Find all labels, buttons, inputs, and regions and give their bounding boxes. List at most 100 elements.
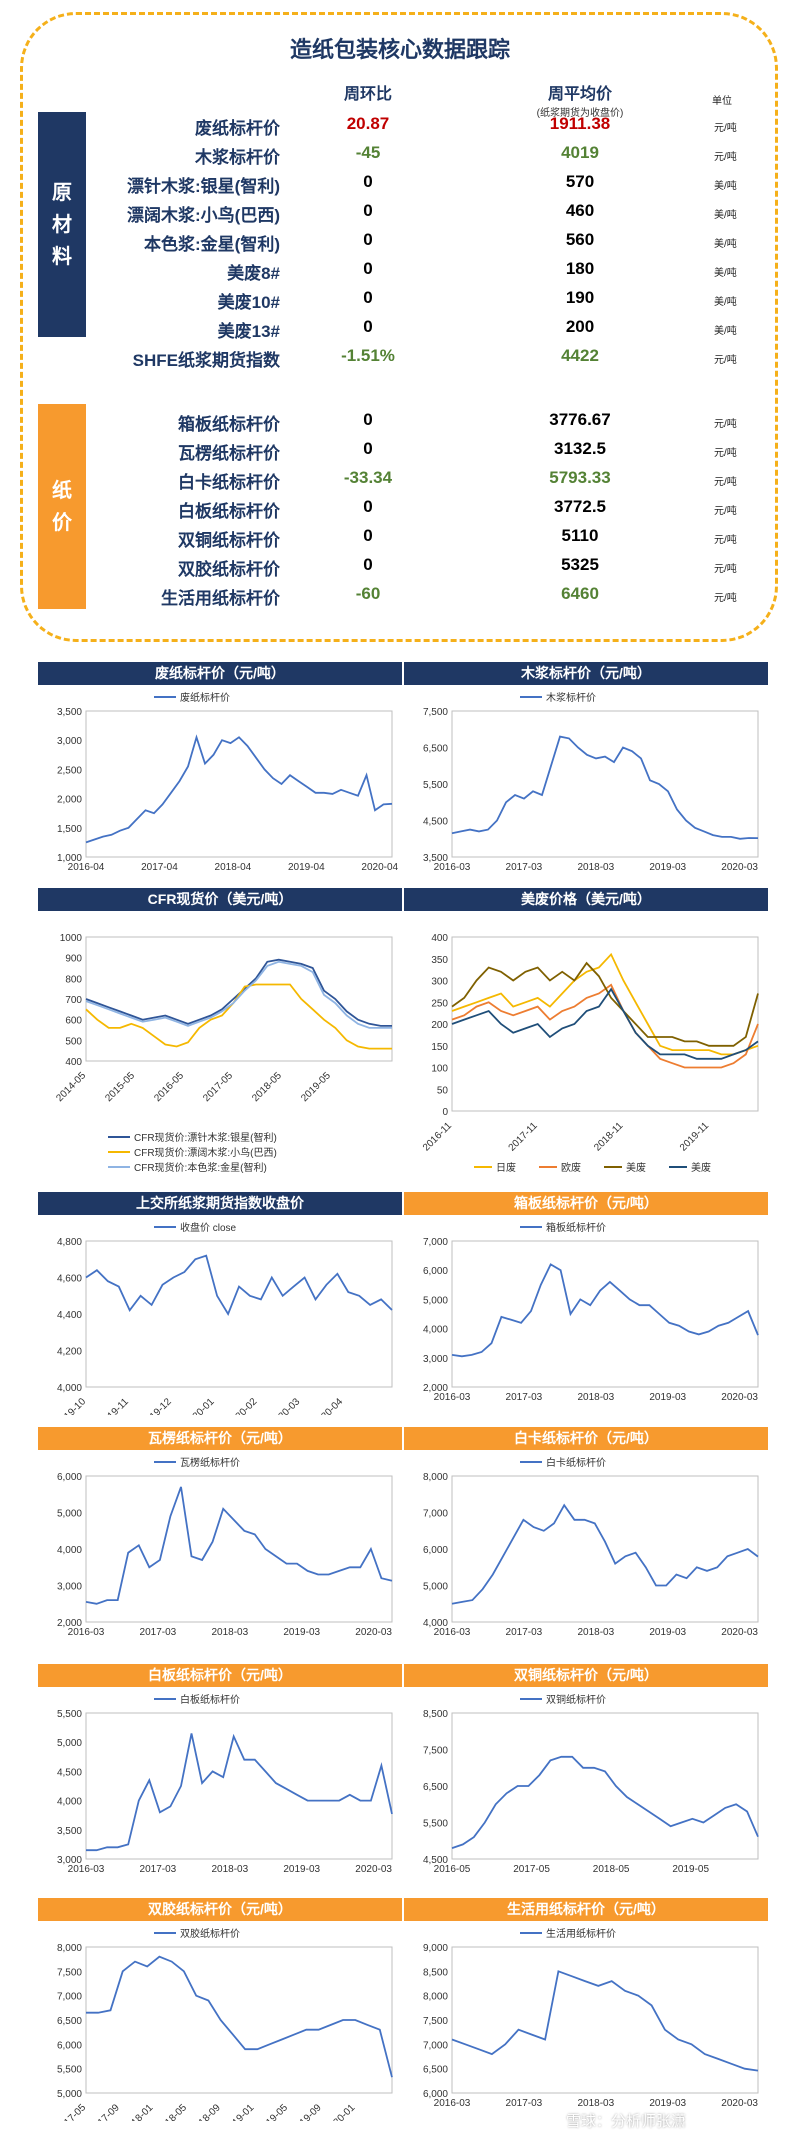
chart-title: CFR现货价（美元/吨）	[38, 888, 402, 911]
y-tick-label: 4,500	[423, 817, 448, 828]
legend-label: 双胶纸标杆价	[180, 1927, 240, 1940]
row-unit: 美/吨	[714, 239, 737, 250]
x-tick-label: 2016-03	[434, 1392, 471, 1403]
chart-svg: 4,000 5,000 6,000 7,000 8,000 2016-03 2017-03 2…	[423, 1456, 759, 1638]
y-tick-label: 500	[65, 1036, 82, 1047]
y-tick-label: 7,500	[423, 1746, 448, 1757]
y-tick-label: 6,000	[423, 1545, 448, 1556]
row-name: SHFE纸浆期货指数	[132, 351, 280, 370]
x-tick-label: 2018-01	[122, 2102, 156, 2121]
x-tick-label: 2018-05	[250, 1070, 284, 1104]
table-row: 废纸标杆价 20.87 1911.38 元/吨	[0, 110, 800, 139]
raw-material-text: 原材料	[52, 181, 72, 268]
row-name: 木浆标杆价	[195, 148, 280, 167]
x-tick-label: 2019-03	[649, 2098, 686, 2109]
chart-panel: 上交所纸浆期货指数收盘价 4,000 4,200 4,400 4,600 4,800 201…	[38, 1192, 402, 1415]
chart-svg: 3,000 3,500 4,000 4,500 5,000 5,500 2016-03 201…	[57, 1693, 393, 1875]
row-unit: 美/吨	[714, 210, 737, 221]
chart-svg: 1,000 1,500 2,000 2,500 3,000 3,500 2016-04 201…	[57, 691, 399, 873]
row-average: 3772.5	[554, 497, 606, 516]
y-tick-label: 300	[431, 977, 448, 988]
plot-frame	[85, 936, 393, 1062]
row-name: 废纸标杆价	[195, 119, 280, 138]
legend-label: 美废	[691, 1161, 711, 1174]
x-tick-label: 2018-03	[211, 1864, 248, 1875]
x-tick-label: 2016-04	[68, 862, 105, 873]
chart-panel: CFR现货价（美元/吨） 400 500 600 700 800 900 1000 2014-0…	[38, 888, 402, 1181]
table-row: 美废10# 0 190 美/吨	[0, 284, 800, 313]
x-tick-label: 2020-04	[311, 1396, 345, 1415]
x-tick-label: 2018-05	[593, 1864, 630, 1875]
y-tick-label: 5,500	[423, 780, 448, 791]
y-tick-label: 6,000	[57, 2040, 82, 2051]
y-tick-label: 6,000	[423, 1266, 448, 1277]
y-tick-label: 3,500	[423, 853, 448, 864]
y-tick-label: 150	[431, 1042, 448, 1053]
series-line	[85, 1486, 393, 1605]
x-tick-label: 2018-03	[577, 1392, 614, 1403]
chart-svg: 0 50 100 150 200 250 300 350 400 2016-11 2017-11 20…	[421, 933, 759, 1174]
x-tick-label: 2019-05	[672, 1864, 709, 1875]
row-name: 美废10#	[217, 293, 280, 312]
x-tick-label: 2020-01	[324, 2102, 358, 2121]
chart-svg: 2,000 3,000 4,000 5,000 6,000 2016-03 2017-03 2…	[57, 1456, 393, 1638]
chart-svg: 6,000 6,500 7,000 7,500 8,000 8,500 9,000 2016-…	[423, 1927, 759, 2109]
row-unit: 元/吨	[714, 419, 737, 430]
y-tick-label: 1,500	[57, 824, 82, 835]
x-tick-label: 2020-03	[721, 1627, 758, 1638]
y-tick-label: 8,000	[423, 1472, 448, 1483]
y-tick-label: 800	[65, 974, 82, 985]
row-unit: 元/吨	[714, 477, 737, 488]
page-title: 造纸包装核心数据跟踪	[289, 37, 510, 62]
y-tick-label: 8,000	[423, 1992, 448, 2003]
row-average: 1911.38	[549, 114, 611, 133]
chart-panel: 美废价格（美元/吨） 0 50 100 150 200 250 300 350 400 2016-1…	[404, 888, 768, 1181]
x-tick-label: 2019-03	[649, 862, 686, 873]
y-tick-label: 700	[65, 995, 82, 1006]
row-unit: 美/吨	[714, 268, 737, 279]
plot-frame	[451, 936, 759, 1112]
plot-frame	[451, 1475, 759, 1623]
y-tick-label: 5,000	[57, 2089, 82, 2100]
y-tick-label: 3,000	[57, 1855, 82, 1866]
chart-title: 上交所纸浆期货指数收盘价	[38, 1192, 402, 1215]
series-line	[86, 1955, 393, 2078]
y-tick-label: 400	[431, 933, 448, 944]
chart-title: 双铜纸标杆价（元/吨）	[404, 1664, 768, 1687]
legend-label: 双铜纸标杆价	[546, 1693, 606, 1706]
row-change: -33.34	[343, 468, 393, 487]
row-change: 0	[363, 497, 373, 516]
table-row: 双胶纸标杆价 0 5325 元/吨	[0, 551, 800, 580]
x-tick-label: 2017-03	[140, 1864, 177, 1875]
plot-frame	[85, 1240, 393, 1388]
x-tick-label: 2017-11	[507, 1120, 541, 1154]
y-tick-label: 7,000	[423, 2040, 448, 2051]
row-name: 白卡纸标杆价	[178, 473, 280, 492]
legend-label: 美废	[626, 1161, 646, 1174]
series-line	[86, 1733, 393, 1852]
series-line	[85, 734, 393, 844]
y-tick-label: 2,000	[57, 1618, 82, 1629]
chart-svg: 5,000 5,500 6,000 6,500 7,000 7,500 8,000 2017-…	[54, 1927, 393, 2121]
row-average: 3132.5	[554, 439, 606, 458]
y-tick-label: 4,000	[423, 1325, 448, 1336]
series-line	[85, 983, 392, 1050]
x-tick-label: 2018-11	[592, 1120, 626, 1154]
y-tick-label: 7,000	[423, 1237, 448, 1248]
x-tick-label: 2017-05	[54, 2102, 88, 2121]
chart-panel: 双胶纸标杆价（元/吨） 5,000 5,500 6,000 6,500 7,000 7,50…	[38, 1898, 402, 2121]
chart-svg: 4,000 4,200 4,400 4,600 4,800 2019-10 2019-11 2…	[54, 1221, 393, 1415]
watermark: 雪球：分析师张潇	[566, 2113, 687, 2130]
y-tick-label: 2,000	[57, 795, 82, 806]
y-tick-label: 250	[431, 998, 448, 1009]
x-tick-label: 2016-03	[434, 1627, 471, 1638]
row-unit: 元/吨	[714, 123, 737, 134]
y-tick-label: 4,000	[57, 1545, 82, 1556]
row-change: -45	[355, 143, 381, 162]
row-name: 漂针木浆:银星(智利)	[127, 177, 280, 196]
x-tick-label: 2019-05	[256, 2102, 290, 2121]
plot-frame	[85, 1946, 393, 2094]
series-line	[85, 1254, 393, 1317]
x-tick-label: 2020-03	[721, 862, 758, 873]
plot-frame	[451, 710, 759, 858]
